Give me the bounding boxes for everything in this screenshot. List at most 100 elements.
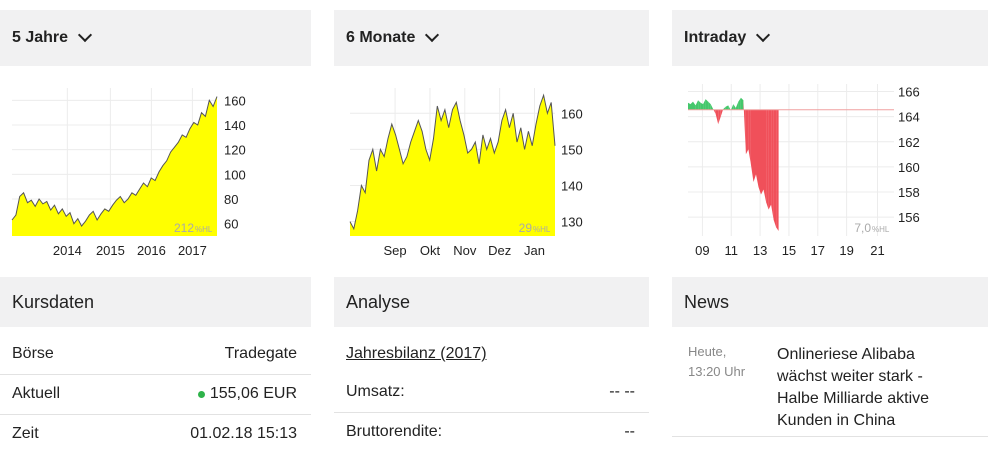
loss-area: [743, 100, 746, 155]
kursdaten-header: Kursdaten: [0, 277, 311, 327]
x-tick-label: 11: [725, 243, 739, 258]
section-title: Kursdaten: [12, 291, 95, 312]
gain-area: [738, 97, 741, 110]
y-tick-label: 120: [224, 143, 246, 158]
performance-watermark: 7,0: [854, 221, 871, 235]
section-title: Analyse: [346, 291, 411, 312]
loss-area: [773, 109, 777, 228]
loss-area: [753, 109, 756, 182]
news-headline-line: Onlineriese Alibaba: [777, 346, 915, 363]
gain-area: [690, 101, 693, 110]
row-label: Börse: [12, 345, 54, 362]
gain-area: [703, 99, 706, 110]
section-title: News: [684, 291, 730, 312]
news-headline[interactable]: Onlineriese Alibaba wächst weiter stark …: [777, 344, 977, 432]
y-tick-label: 140: [224, 118, 246, 133]
x-tick-label: 13: [753, 243, 767, 258]
y-tick-label: 80: [224, 192, 238, 207]
y-tick-label: 130: [561, 215, 583, 230]
y-tick-label: 158: [898, 185, 920, 200]
gain-area: [740, 97, 744, 110]
gain-area: [695, 100, 699, 110]
row-value: --: [624, 423, 635, 440]
y-tick-label: 156: [898, 210, 920, 225]
row-label: Aktuell: [12, 385, 61, 402]
loss-area: [748, 109, 751, 165]
y-tick-label: 160: [224, 93, 246, 108]
period-dropdown-6m[interactable]: 6 Monate: [334, 10, 649, 66]
loss-area: [771, 109, 774, 220]
x-tick-label: 2016: [137, 243, 166, 258]
gain-area: [723, 106, 726, 110]
news-panel: News Heute, 13:20 Uhr Onlineriese Alibab…: [672, 0, 988, 446]
loss-area: [761, 109, 764, 195]
gain-area: [728, 105, 731, 111]
price-area: [350, 95, 555, 236]
x-tick-label: Sep: [384, 243, 407, 258]
chart-panel-intraday: Intraday 156 158 160 162 164 166 09 11 13 15 17 19 2…: [672, 10, 988, 270]
price-chart-6m: 130 140 150 160 Sep Okt Nov Dez Jan 29 %HL: [349, 88, 583, 258]
y-tick-label: 166: [898, 85, 920, 100]
gain-area: [698, 100, 701, 110]
gain-area: [688, 102, 691, 110]
period-dropdown-label: 6 Monate: [346, 29, 416, 46]
price-line: [349, 93, 556, 231]
row-value: Tradegate: [224, 345, 297, 362]
row-value: 01.02.18 15:13: [190, 425, 297, 442]
x-tick-label: Dez: [488, 243, 511, 258]
loss-area: [766, 109, 769, 210]
news-header: News: [672, 277, 988, 327]
gain-area: [693, 101, 696, 110]
news-clock: 13:20 Uhr: [688, 364, 746, 379]
loss-area: [776, 109, 779, 231]
y-tick-label: 140: [561, 178, 583, 193]
gain-area: [708, 101, 711, 110]
x-tick-label: 17: [811, 243, 825, 258]
performance-watermark-unit: %HL: [872, 225, 890, 234]
gain-area: [705, 99, 709, 110]
kursdaten-row-aktuell: Aktuell 155,06 EUR: [0, 374, 311, 415]
period-dropdown-label: Intraday: [684, 29, 747, 46]
loss-area: [763, 109, 767, 203]
gain-area: [710, 104, 714, 110]
loss-area: [768, 109, 772, 210]
price-chart-intraday: 156 158 160 162 164 166 09 11 13 15 17 19 21 7,0 %HL: [688, 84, 920, 258]
news-headline-line: Kunden in China: [777, 412, 896, 429]
x-tick-label: 21: [870, 243, 884, 258]
y-tick-label: 160: [561, 106, 583, 121]
gain-area: [730, 104, 734, 111]
live-status-dot-icon: [197, 390, 205, 398]
loss-area: [718, 109, 721, 125]
gain-area: [700, 102, 704, 110]
performance-watermark: 212: [174, 221, 194, 235]
chart-panel-5y: 5 Jahre 60 80 100 120 140 160 2014 2015 2016 2017…: [0, 10, 311, 270]
x-tick-label: Nov: [453, 243, 477, 258]
row-label: Zeit: [12, 425, 39, 442]
period-dropdown-intraday[interactable]: Intraday: [672, 10, 988, 66]
x-tick-label: 09: [695, 243, 709, 258]
y-tick-label: 100: [224, 167, 246, 182]
performance-watermark: 29: [519, 221, 533, 235]
gain-area: [733, 104, 736, 110]
row-value-wrap: 155,06 EUR: [197, 385, 311, 403]
performance-watermark-unit: %HL: [195, 225, 213, 234]
chart-panel-6m: 6 Monate 130 140 150 160 Sep Okt Nov Dez Jan 29 %H…: [334, 10, 649, 270]
kursdaten-panel: Kursdaten Börse Tradegate Aktuell 155,06…: [0, 0, 311, 446]
jahresbilanz-link[interactable]: Jahresbilanz (2017): [346, 345, 487, 362]
period-dropdown-label: 5 Jahre: [12, 29, 69, 46]
news-item[interactable]: Heute, 13:20 Uhr Onlineriese Alibaba wäc…: [672, 336, 988, 437]
x-tick-label: 2017: [178, 243, 207, 258]
loss-area: [713, 109, 716, 115]
loss-area: [756, 109, 759, 187]
y-tick-label: 160: [898, 160, 920, 175]
news-headline-line: wächst weiter stark -: [777, 368, 923, 385]
loss-area: [715, 109, 719, 125]
analyse-panel: Analyse Jahresbilanz (2017) Umsatz: -- -…: [334, 0, 649, 446]
y-tick-label: 162: [898, 135, 920, 150]
x-tick-label: Okt: [420, 243, 441, 258]
period-dropdown-5y[interactable]: 5 Jahre: [0, 10, 311, 66]
gain-area: [735, 101, 739, 110]
analyse-header: Analyse: [334, 277, 649, 327]
news-day: Heute,: [688, 344, 727, 359]
current-price: 155,06 EUR: [209, 385, 297, 402]
